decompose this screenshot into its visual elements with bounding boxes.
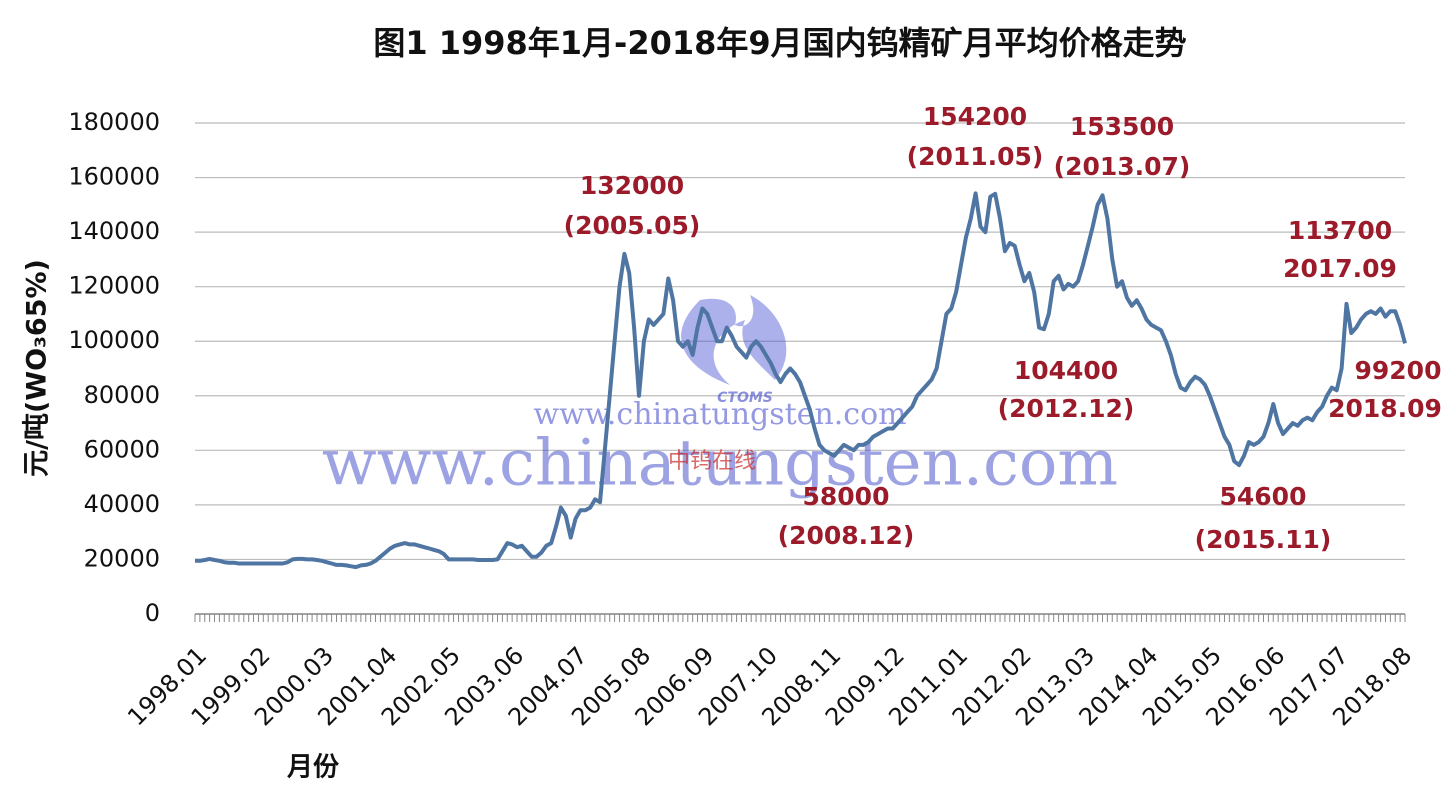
watermark: 中钨在线 — [668, 449, 756, 474]
annotation-date: (2005.05) — [564, 211, 701, 240]
y-tick-label: 120000 — [68, 272, 160, 300]
annotation-value: 132000 — [580, 171, 684, 200]
y-tick-label: 180000 — [68, 108, 160, 136]
annotation-value: 154200 — [923, 102, 1027, 131]
annotation-value: 54600 — [1220, 482, 1307, 511]
watermark: www.chinatungsten.com — [322, 427, 1118, 501]
annotation-value: 104400 — [1014, 356, 1118, 385]
y-tick-label: 80000 — [84, 381, 160, 409]
annotation-date: (2013.07) — [1054, 152, 1191, 181]
y-tick-label: 100000 — [68, 326, 160, 354]
y-tick-label: 20000 — [84, 544, 160, 572]
annotation-value: 58000 — [803, 482, 890, 511]
y-tick-label: 40000 — [84, 490, 160, 518]
y-tick-label: 160000 — [68, 163, 160, 191]
y-axis-label: 元/吨(WO₃65%) — [22, 259, 53, 477]
y-tick-label: 140000 — [68, 217, 160, 245]
annotation-date: (2011.05) — [907, 142, 1044, 171]
annotation-date: (2015.11) — [1195, 525, 1332, 554]
watermark: CTOMS — [717, 390, 773, 406]
annotation-date: 2018.09 — [1328, 394, 1442, 423]
annotation-date: (2008.12) — [778, 521, 915, 550]
y-tick-label: 0 — [145, 599, 160, 627]
price-line — [195, 191, 1407, 570]
y-tick-label: 60000 — [84, 435, 160, 463]
annotation-value: 113700 — [1288, 216, 1392, 245]
annotation-date: (2012.12) — [998, 394, 1135, 423]
annotation-value: 153500 — [1070, 112, 1174, 141]
x-axis-label: 月份 — [286, 753, 339, 783]
annotation-value: 99200 — [1355, 356, 1442, 385]
watermark: www.chinatungsten.com — [533, 397, 906, 432]
annotation-date: 2017.09 — [1283, 254, 1397, 283]
chart-title: 图1 1998年1月-2018年9月国内钨精矿月平均价格走势 — [373, 24, 1186, 62]
